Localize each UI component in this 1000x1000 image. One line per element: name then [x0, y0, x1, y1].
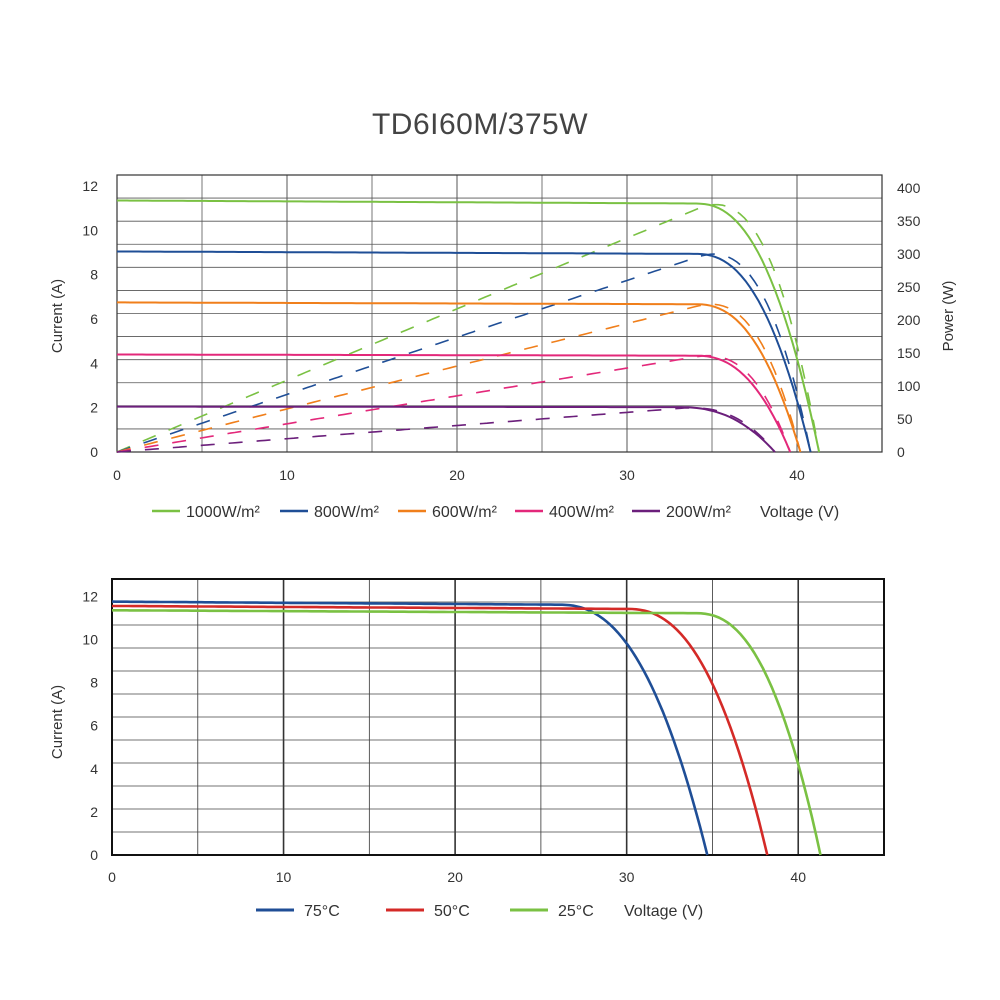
- chart1-frame: [116, 174, 883, 453]
- chart1-y-tick-label: 0: [90, 444, 98, 460]
- chart2-frame: [111, 578, 885, 856]
- chart2-x-tick-label: 40: [790, 869, 806, 885]
- chart1-x-axis-label: Voltage (V): [760, 504, 839, 521]
- chart2-x-tick-label: 0: [108, 869, 116, 885]
- power-curve-1000w: [116, 203, 820, 453]
- iv-curve-400w: [117, 353, 792, 453]
- chart1-y-tick-label: 8: [90, 267, 98, 283]
- iv-curve-800w: [117, 250, 812, 453]
- chart1-y2-tick-label: 0: [897, 444, 905, 460]
- chart1-x-tick-label: 10: [279, 467, 295, 483]
- temp-curve-50c: [112, 604, 769, 856]
- chart2-y-axis-label: Current (A): [49, 685, 66, 759]
- legend-label: 1000W/m²: [186, 504, 260, 521]
- temp-curve-25c: [112, 609, 822, 856]
- chart1-y2-tick-label: 350: [897, 213, 921, 229]
- chart1-y2-tick-label: 50: [897, 411, 913, 427]
- chart1-y2-tick-label: 200: [897, 312, 921, 328]
- chart1-y2-tick-label: 150: [897, 345, 921, 361]
- chart2-x-axis-label: Voltage (V): [624, 903, 703, 920]
- chart1-y-tick-label: 6: [90, 311, 98, 327]
- chart2-y-tick-label: 10: [82, 631, 98, 647]
- chart2-y-tick-label: 4: [90, 761, 98, 777]
- legend-label: 75°C: [304, 903, 340, 920]
- chart2-grid: [111, 578, 885, 856]
- chart1-y-tick-label: 10: [82, 222, 98, 238]
- legend-label: 600W/m²: [432, 504, 498, 521]
- chart1-y2-axis-label: Power (W): [940, 281, 957, 352]
- chart2-x-tick-label: 10: [276, 869, 292, 885]
- chart1-x-tick-label: 40: [789, 467, 805, 483]
- chart1-y2-tick-label: 250: [897, 279, 921, 295]
- chart1-y2-tick-label: 400: [897, 180, 921, 196]
- chart2-y-tick-label: 2: [90, 804, 98, 820]
- legend-label: 400W/m²: [549, 504, 615, 521]
- chart1-y-tick-label: 4: [90, 355, 98, 371]
- chart1-grid: [116, 174, 883, 453]
- iv-curve-1000w: [117, 199, 821, 453]
- chart1-x-tick-label: 20: [449, 467, 465, 483]
- chart1-y-axis-label: Current (A): [49, 279, 66, 353]
- chart2-y-tick-label: 12: [82, 588, 98, 604]
- legend-label: 50°C: [434, 903, 470, 920]
- iv-curve-200w: [117, 405, 776, 453]
- power-curve-200w: [116, 406, 776, 453]
- legend-label: 800W/m²: [314, 504, 380, 521]
- chart1-y2-tick-label: 100: [897, 378, 921, 394]
- chart2-x-tick-label: 30: [619, 869, 635, 885]
- chart2-y-tick-label: 0: [90, 847, 98, 863]
- chart2-x-tick-label: 20: [447, 869, 463, 885]
- power-curve-800w: [116, 253, 812, 453]
- chart-title: TD6I60M/375W: [371, 108, 589, 141]
- chart1-x-tick-label: 30: [619, 467, 635, 483]
- legend-label: 25°C: [558, 903, 594, 920]
- power-curve-600w: [116, 303, 802, 453]
- legend-label: 200W/m²: [666, 504, 732, 521]
- chart1-x-tick-label: 0: [113, 467, 121, 483]
- power-curve-400w: [116, 354, 791, 453]
- iv-curve-600w: [117, 301, 802, 453]
- chart1-y-tick-label: 2: [90, 400, 98, 416]
- chart1-y-tick-label: 12: [82, 178, 98, 194]
- temp-curve-75c: [111, 600, 709, 856]
- chart2-y-tick-label: 8: [90, 675, 98, 691]
- chart2-y-tick-label: 6: [90, 718, 98, 734]
- chart1-y2-tick-label: 300: [897, 246, 921, 262]
